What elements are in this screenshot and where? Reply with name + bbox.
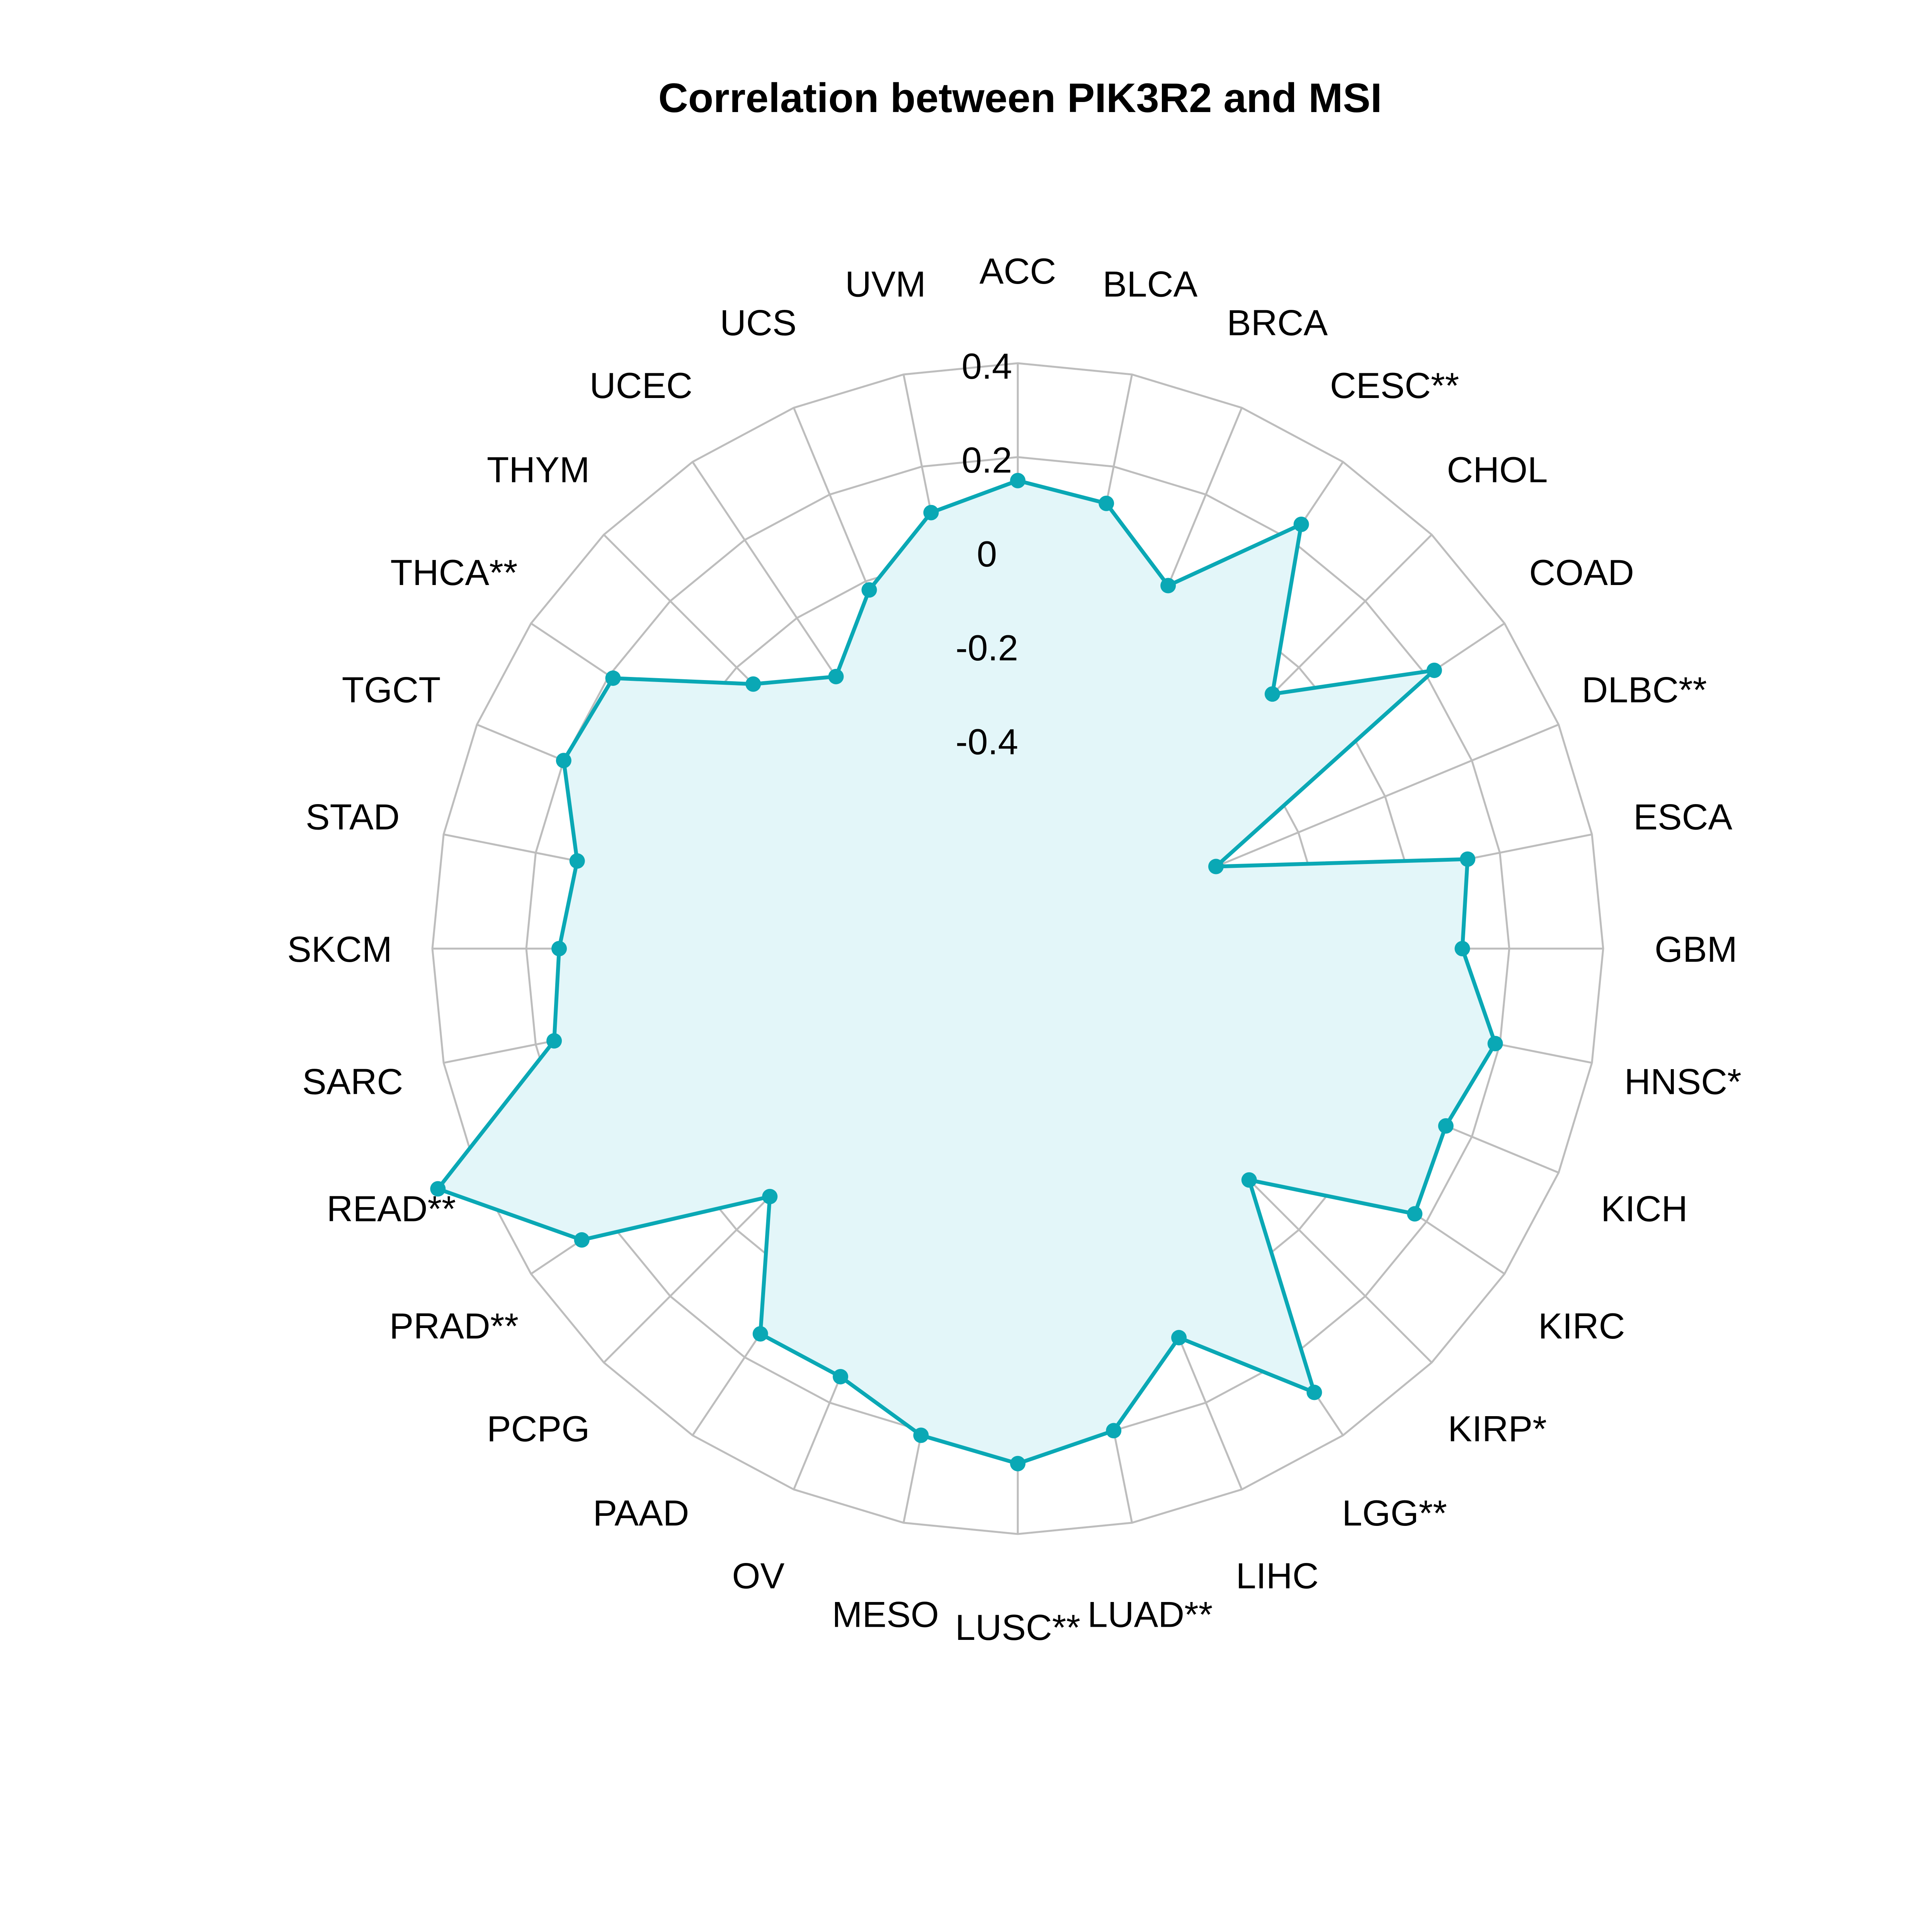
data-point-cesc	[1293, 516, 1309, 532]
category-label-kich: KICH	[1601, 1189, 1688, 1229]
data-point-read	[430, 1181, 446, 1197]
data-point-kirc	[1407, 1206, 1423, 1222]
data-point-pcpg	[762, 1189, 778, 1204]
category-label-brca: BRCA	[1227, 303, 1328, 343]
category-label-kirp: KIRP*	[1448, 1408, 1547, 1449]
data-point-lihc	[1171, 1330, 1187, 1345]
data-point-gbm	[1454, 941, 1470, 956]
data-point-lusc	[1010, 1456, 1026, 1471]
category-label-meso: MESO	[832, 1594, 939, 1634]
data-point-acc	[1010, 473, 1026, 488]
category-label-lgg: LGG**	[1342, 1493, 1447, 1533]
data-point-thca	[605, 670, 621, 686]
series-points	[430, 473, 1503, 1471]
data-point-kirp	[1241, 1172, 1257, 1188]
data-point-brca	[1160, 578, 1176, 594]
series-area	[438, 480, 1495, 1464]
category-label-dlbc: DLBC**	[1582, 669, 1707, 710]
data-point-ucs	[861, 582, 877, 598]
data-point-thym	[745, 676, 761, 692]
tick-label: 0	[977, 534, 997, 574]
data-point-ucec	[828, 668, 844, 684]
tick-label: 0.4	[962, 346, 1012, 386]
data-point-luad	[1106, 1423, 1122, 1439]
data-point-chol	[1264, 686, 1280, 702]
category-label-kirc: KIRC	[1538, 1306, 1625, 1346]
data-point-kich	[1438, 1118, 1454, 1134]
data-point-esca	[1460, 851, 1476, 867]
category-label-hnsc: HNSC*	[1624, 1061, 1742, 1102]
data-point-tgct	[556, 753, 571, 769]
category-label-skcm: SKCM	[287, 929, 392, 969]
category-label-pcpg: PCPG	[487, 1408, 590, 1449]
data-point-sarc	[546, 1033, 562, 1049]
category-label-ov: OV	[732, 1555, 784, 1596]
series-area-fill	[438, 480, 1495, 1464]
data-point-skcm	[551, 941, 567, 956]
data-point-meso	[913, 1427, 929, 1443]
category-label-read: READ**	[327, 1189, 456, 1229]
category-label-paad: PAAD	[593, 1493, 689, 1533]
data-point-coad	[1426, 662, 1442, 678]
chart-title: Correlation between PIK3R2 and MSI	[658, 75, 1382, 121]
category-label-tgct: TGCT	[342, 669, 441, 710]
data-point-blca	[1099, 495, 1114, 511]
data-point-paad	[752, 1326, 768, 1342]
data-point-lgg	[1306, 1384, 1322, 1400]
data-point-prad	[574, 1232, 590, 1248]
category-label-ucec: UCEC	[590, 365, 692, 406]
data-point-hnsc	[1487, 1036, 1503, 1051]
category-label-lusc: LUSC**	[955, 1607, 1080, 1648]
tick-label: 0.2	[962, 440, 1012, 480]
data-point-uvm	[923, 505, 939, 520]
category-label-thca: THCA**	[390, 552, 517, 593]
category-label-uvm: UVM	[845, 264, 926, 304]
data-point-dlbc	[1208, 859, 1224, 874]
category-label-chol: CHOL	[1447, 449, 1548, 490]
category-label-sarc: SARC	[302, 1061, 403, 1102]
category-label-lihc: LIHC	[1236, 1555, 1319, 1596]
tick-label: -0.2	[956, 628, 1018, 668]
category-label-stad: STAD	[306, 797, 400, 837]
category-label-prad: PRAD**	[389, 1306, 519, 1346]
category-label-ucs: UCS	[720, 303, 796, 343]
data-point-ov	[833, 1369, 849, 1384]
category-label-thym: THYM	[487, 449, 590, 490]
category-label-luad: LUAD**	[1087, 1594, 1213, 1634]
data-point-stad	[569, 853, 585, 869]
radial-tick-labels: -0.4 -0.2 0 0.2 0.4	[956, 346, 1018, 762]
tick-label: -0.4	[956, 721, 1018, 762]
category-label-blca: BLCA	[1103, 264, 1198, 304]
category-label-coad: COAD	[1529, 552, 1634, 593]
category-label-esca: ESCA	[1633, 797, 1732, 837]
category-label-acc: ACC	[980, 251, 1056, 291]
category-label-gbm: GBM	[1655, 929, 1737, 969]
category-label-cesc: CESC**	[1330, 365, 1459, 406]
